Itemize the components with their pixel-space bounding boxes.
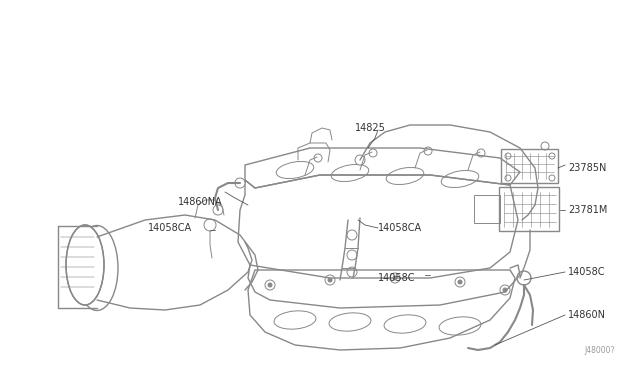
Circle shape (458, 280, 462, 284)
Circle shape (328, 278, 332, 282)
Circle shape (517, 271, 531, 285)
Text: 14058CA: 14058CA (148, 223, 192, 233)
Circle shape (355, 155, 365, 165)
Text: 23785N: 23785N (568, 163, 606, 173)
Text: 14058C: 14058C (378, 273, 415, 283)
Text: 14825: 14825 (355, 123, 386, 133)
Circle shape (393, 276, 397, 280)
Circle shape (204, 219, 216, 231)
Text: 14058C: 14058C (568, 267, 605, 277)
Ellipse shape (66, 225, 104, 305)
Circle shape (268, 283, 272, 287)
Circle shape (503, 288, 507, 292)
Text: J48000?: J48000? (584, 346, 615, 355)
Circle shape (235, 178, 245, 188)
Circle shape (213, 205, 223, 215)
Text: 14860NA: 14860NA (178, 197, 223, 207)
Text: 14058CA: 14058CA (378, 223, 422, 233)
Text: 14860N: 14860N (568, 310, 606, 320)
Text: 23781M: 23781M (568, 205, 607, 215)
